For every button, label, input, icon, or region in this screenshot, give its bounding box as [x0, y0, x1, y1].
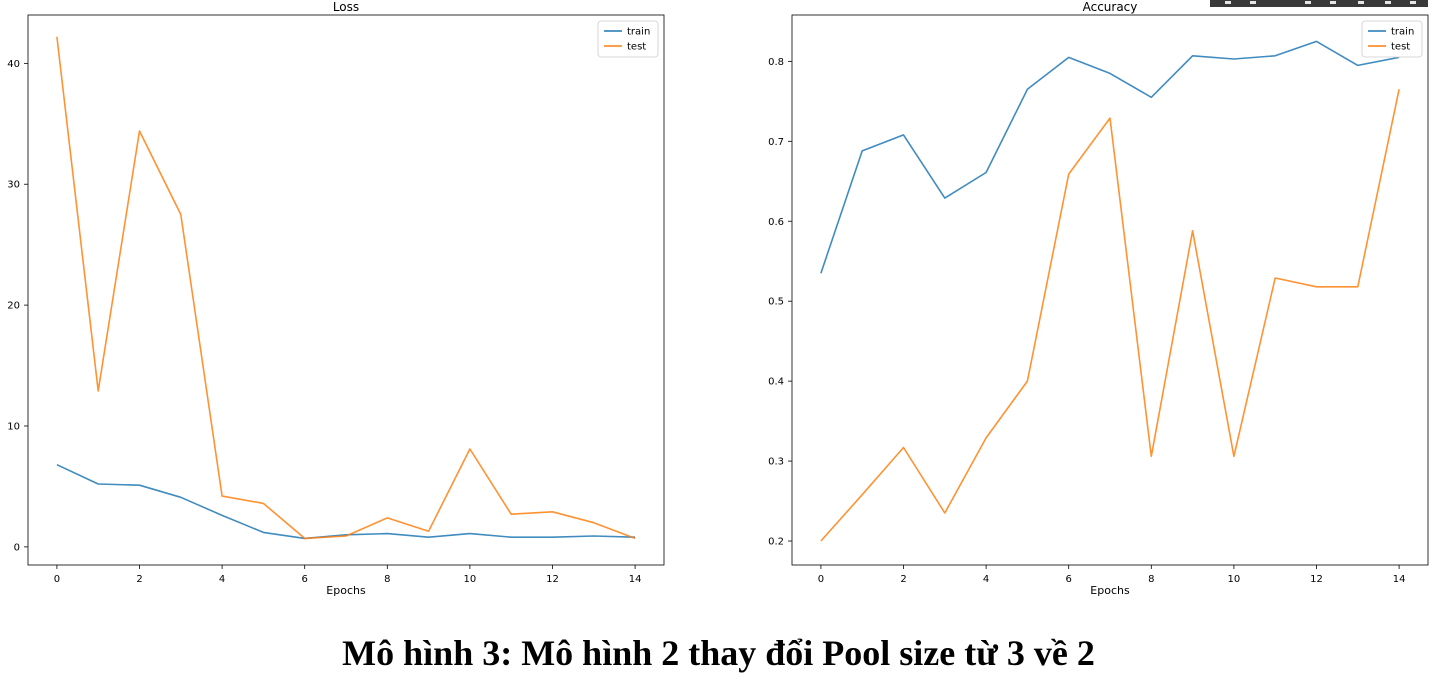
loss-ytick-label: 0 — [14, 542, 20, 553]
toolbar-button-icon[interactable] — [1225, 1, 1231, 4]
accuracy-series-test-line — [820, 89, 1400, 542]
accuracy-legend-label-train: train — [1391, 27, 1414, 38]
figure-toolbar-bar — [1210, 0, 1428, 7]
loss-series-test-line — [56, 36, 636, 540]
loss-xtick-label: 12 — [546, 574, 559, 585]
accuracy-xtick-label: 6 — [1066, 574, 1072, 585]
accuracy-xlabel: Epochs — [1090, 584, 1130, 597]
toolbar-button-icon[interactable] — [1330, 1, 1336, 4]
loss-series-train-line — [56, 463, 636, 540]
loss-legend-label-train: train — [627, 27, 650, 38]
toolbar-button-icon[interactable] — [1358, 1, 1364, 4]
accuracy-title: Accuracy — [1083, 0, 1138, 14]
accuracy-ytick-label: 0.8 — [768, 57, 784, 68]
loss-legend: train test — [597, 20, 659, 58]
loss-ytick-label: 10 — [7, 421, 20, 432]
loss-xtick-label: 6 — [302, 574, 308, 585]
loss-axes-frame — [27, 14, 665, 566]
accuracy-xtick-label: 0 — [818, 574, 824, 585]
accuracy-ytick-label: 0.4 — [768, 377, 784, 388]
loss-xtick-label: 0 — [54, 574, 60, 585]
loss-legend-label-test: test — [627, 42, 646, 53]
accuracy-ytick-label: 0.6 — [768, 217, 784, 228]
loss-ytick-label: 30 — [7, 180, 20, 191]
toolbar-button-icon[interactable] — [1250, 1, 1256, 4]
accuracy-series-train-line — [820, 40, 1400, 274]
accuracy-ytick-label: 0.2 — [768, 537, 784, 548]
accuracy-legend-label-test: test — [1391, 42, 1410, 53]
loss-xlabel: Epochs — [326, 584, 366, 597]
accuracy-legend-box — [1361, 20, 1423, 58]
accuracy-xtick-label: 2 — [900, 574, 906, 585]
toolbar-button-icon[interactable] — [1385, 1, 1391, 4]
toolbar-button-icon[interactable] — [1305, 1, 1311, 4]
loss-xtick-label: 8 — [384, 574, 390, 585]
loss-legend-box — [597, 20, 659, 58]
accuracy-xtick-label: 8 — [1148, 574, 1154, 585]
loss-xtick-label: 10 — [464, 574, 477, 585]
accuracy-xtick-label: 14 — [1393, 574, 1406, 585]
loss-xtick-label: 14 — [629, 574, 642, 585]
figure-caption: Mô hình 3: Mô hình 2 thay đổi Pool size … — [342, 633, 1095, 673]
loss-chart: Loss 0 2 4 6 8 10 12 14 0 10 20 30 40 Epochs train test — [7, 0, 665, 597]
figure-toolbar[interactable] — [1210, 0, 1428, 7]
accuracy-ytick-label: 0.5 — [768, 297, 784, 308]
loss-xtick-label: 2 — [136, 574, 142, 585]
toolbar-button-icon[interactable] — [1410, 1, 1416, 4]
accuracy-ytick-label: 0.3 — [768, 457, 784, 468]
accuracy-xtick-label: 10 — [1228, 574, 1241, 585]
loss-xtick-label: 4 — [219, 574, 225, 585]
loss-ytick-label: 40 — [7, 59, 20, 70]
accuracy-chart: Accuracy 0 2 4 6 8 10 12 14 0.2 0.3 0.4 0.5 0.6 0.7 0.8… — [768, 0, 1429, 597]
loss-title: Loss — [333, 0, 359, 14]
accuracy-xtick-label: 12 — [1310, 574, 1323, 585]
accuracy-legend: train test — [1361, 20, 1423, 58]
accuracy-xtick-label: 4 — [983, 574, 989, 585]
accuracy-ytick-label: 0.7 — [768, 137, 784, 148]
loss-ytick-label: 20 — [7, 301, 20, 312]
accuracy-axes-frame — [791, 14, 1429, 566]
